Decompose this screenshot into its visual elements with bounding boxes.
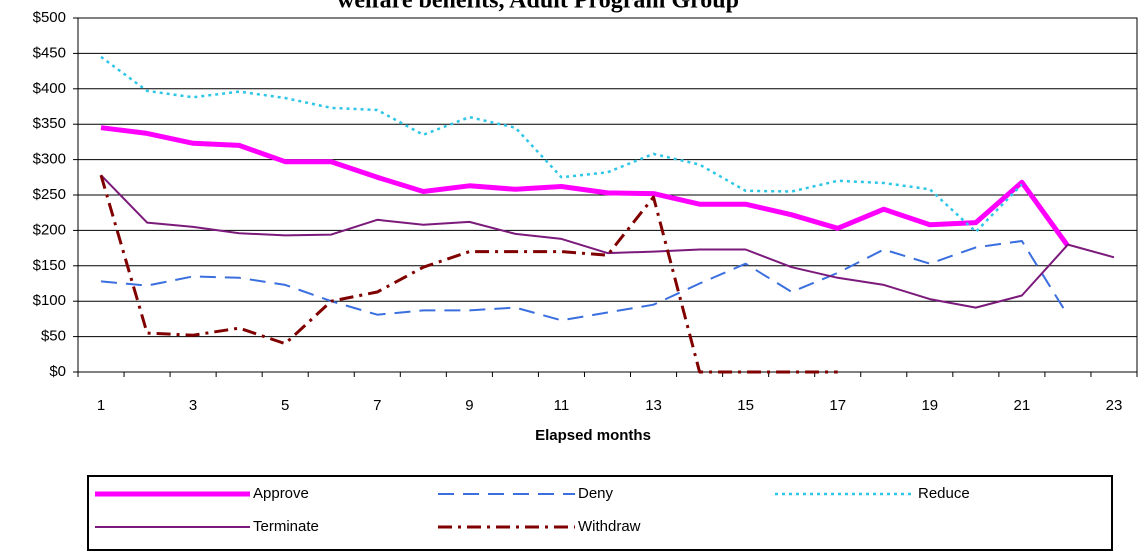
legend-box <box>87 475 1113 551</box>
x-axis-title: Elapsed months <box>535 427 651 444</box>
series-line <box>99 174 838 374</box>
legend-label: Deny <box>578 485 614 502</box>
y-tick-label: $200 <box>33 221 66 238</box>
plot-frame <box>77 17 1138 373</box>
series-line <box>100 55 1023 234</box>
y-tick-label: $500 <box>33 9 66 26</box>
x-tick-label: 13 <box>645 397 662 414</box>
x-tick-label: 9 <box>465 397 473 414</box>
y-tick-label: $400 <box>33 80 66 97</box>
series-line <box>100 125 1070 248</box>
x-tick-label: 23 <box>1106 397 1123 414</box>
x-tick-label: 21 <box>1014 397 1031 414</box>
x-tick-label: 3 <box>189 397 197 414</box>
y-tick-label: $150 <box>33 257 66 274</box>
y-tick-label: $0 <box>49 363 66 380</box>
y-tick-label: $300 <box>33 151 66 168</box>
y-tick-label: $100 <box>33 292 66 309</box>
series-line <box>100 174 1115 309</box>
chart-title: welfare benefits, Adult Program Group <box>337 0 739 14</box>
legend-label: Terminate <box>253 518 319 535</box>
y-tick-label: $50 <box>41 328 66 345</box>
legend-label: Reduce <box>918 485 970 502</box>
x-tick-label: 5 <box>281 397 289 414</box>
y-tick-label: $450 <box>33 44 66 61</box>
x-tick-label: 19 <box>921 397 938 414</box>
x-tick-label: 1 <box>97 397 105 414</box>
legend-label: Approve <box>253 485 309 502</box>
x-tick-label: 15 <box>737 397 754 414</box>
x-tick-label: 11 <box>554 397 570 414</box>
series-line <box>100 240 1069 322</box>
legend-label: Withdraw <box>578 518 641 535</box>
x-tick-label: 7 <box>373 397 381 414</box>
y-tick-label: $250 <box>33 186 66 203</box>
x-tick-label: 17 <box>829 397 846 414</box>
y-tick-label: $350 <box>33 115 66 132</box>
